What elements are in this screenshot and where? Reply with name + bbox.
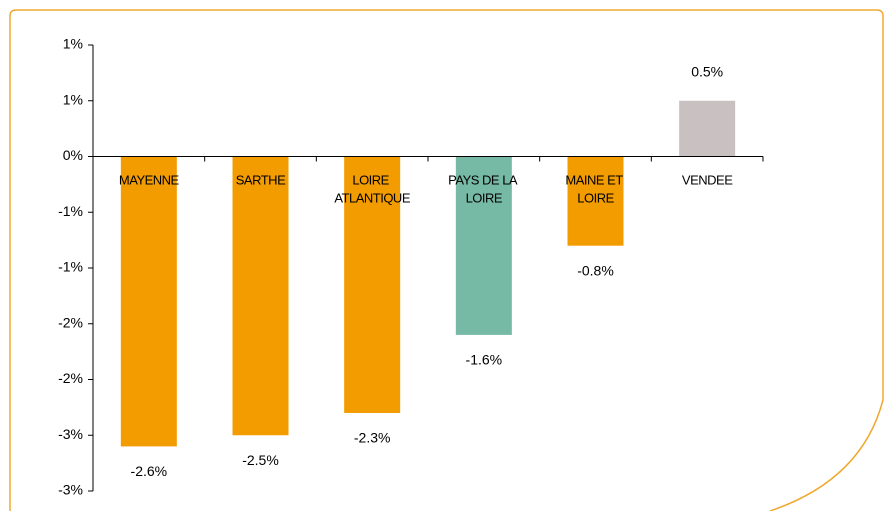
y-tick-label: 0% [63,147,83,163]
y-tick-label: 1% [63,36,83,52]
bar [567,156,624,246]
bar [455,156,512,335]
value-label: -0.8% [577,262,614,278]
x-tick-label: SARTHE [236,173,286,188]
bar [232,156,289,436]
y-tick-label: -1% [58,259,83,275]
bar [120,156,177,447]
x-tick-label: VENDEE [682,173,733,188]
y-tick-label: -3% [58,482,83,498]
value-label: 0.5% [691,63,723,79]
y-tick-label: -3% [58,426,83,442]
x-tick-label: PAYS DE LA LOIRE [448,173,519,206]
value-label: -2.3% [354,430,391,446]
value-label: -2.5% [242,452,279,468]
value-label: -2.6% [131,463,168,479]
x-tick-label: LOIRE ATLANTIQUE [334,173,410,206]
value-label: -1.6% [466,352,503,368]
bar [344,156,401,413]
frame [9,9,884,511]
y-tick-label: 1% [63,91,83,107]
x-tick-label: MAYENNE [119,173,180,188]
y-tick-label: -2% [58,314,83,330]
y-tick-label: -1% [58,203,83,219]
y-tick-label: -2% [58,370,83,386]
bar [679,100,736,157]
x-tick-label: MAINE ET LOIRE [565,173,625,206]
